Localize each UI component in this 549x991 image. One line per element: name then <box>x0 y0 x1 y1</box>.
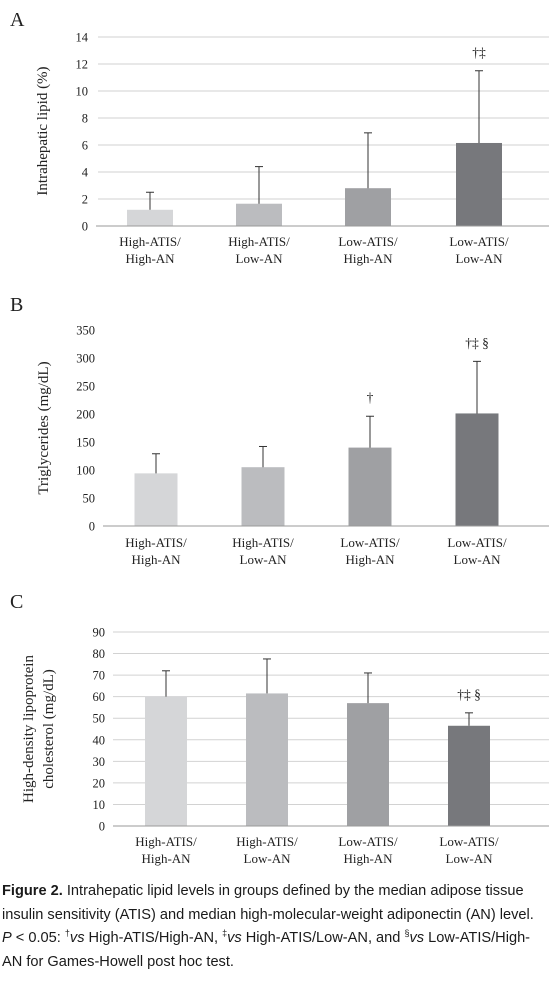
panel-c-x-tick-label: High-ATIS/ <box>135 834 197 849</box>
panel-b-x-tick-label: High-AN <box>345 552 395 567</box>
caption-lead: Figure 2. <box>2 883 63 899</box>
panel-a-y-tick-label: 8 <box>82 112 88 126</box>
panel-a-x-tick-label: High-ATIS/ <box>228 234 290 249</box>
panel-c-x-tick-label: High-AN <box>343 851 393 866</box>
panel-c-bar <box>347 703 389 826</box>
panel-b-x-tick-label: High-ATIS/ <box>232 535 294 550</box>
panel-b-bar <box>455 413 499 526</box>
panel-b-y-tick-label: 100 <box>76 464 95 478</box>
panel-b-y-tick-label: 250 <box>76 380 95 394</box>
caption-text: Intrahepatic lipid levels in groups defi… <box>2 883 534 923</box>
panel-b-x-tick-label: Low-ATIS/ <box>447 535 507 550</box>
panel-c-bar <box>246 693 288 826</box>
caption-section: § <box>404 928 410 939</box>
panel-b-significance-mark: †‡ § <box>465 335 489 350</box>
caption-p-label: P <box>2 930 12 946</box>
panel-c-x-tick-label: High-ATIS/ <box>236 834 298 849</box>
panel-c-y-axis-title: High-density lipoprotein <box>21 655 37 803</box>
panel-c-x-tick-label: High-AN <box>141 851 191 866</box>
panel-a-x-tick-label: Low-ATIS/ <box>449 234 509 249</box>
panel-a-y-tick-label: 4 <box>82 166 89 180</box>
caption-text: < 0.05: <box>11 930 65 946</box>
panel-b-y-tick-label: 0 <box>89 520 95 534</box>
panel-a-x-tick-label: High-ATIS/ <box>119 234 181 249</box>
caption-dagger: † <box>64 928 70 939</box>
panel-c-y-tick-label: 80 <box>93 647 106 661</box>
panel-a-x-tick-label: High-AN <box>343 251 393 266</box>
panel-c-bar <box>448 725 490 826</box>
panel-c-y-axis-title: cholesterol (mg/dL) <box>41 669 57 789</box>
caption-double-dagger: ‡ <box>222 928 228 939</box>
panel-b-significance-mark: † <box>367 390 374 405</box>
panel-b-x-tick-label: Low-ATIS/ <box>340 535 400 550</box>
panel-c-x-tick-label: Low-AN <box>244 851 292 866</box>
panel-b-bar <box>348 447 392 526</box>
panel-a-x-tick-label: High-AN <box>125 251 175 266</box>
caption-vs: vs <box>227 930 242 946</box>
figure: A 0 2 4 6 8 10 12 14 †‡ High-ATIS/High-AN High-ATIS… <box>10 9 549 866</box>
panel-b-y-tick-label: 50 <box>83 492 96 506</box>
panel-b-y-tick-label: 150 <box>76 436 95 450</box>
panel-c-y-tick-label: 40 <box>93 733 106 747</box>
panel-c-y-tick-label: 50 <box>93 712 106 726</box>
panel-c-y-tick-label: 70 <box>93 669 106 683</box>
panel-b-bar <box>134 473 178 526</box>
panel-a-significance-mark: †‡ <box>472 45 486 60</box>
panel-c-bar <box>145 696 187 826</box>
panel-b-label: B <box>10 294 23 316</box>
caption-vs: vs <box>69 930 85 946</box>
panel-a-y-tick-label: 12 <box>76 58 89 72</box>
caption-text: High-ATIS/Low-AN, and <box>241 930 405 946</box>
panel-b-x-tick-label: Low-AN <box>454 552 502 567</box>
panel-a-label: A <box>10 9 25 31</box>
panel-a-y-axis-title: Intrahepatic lipid (%) <box>35 66 51 195</box>
panel-a-x-tick-label: Low-AN <box>236 251 284 266</box>
panel-a-bar <box>236 203 282 226</box>
panel-c-y-tick-label: 10 <box>93 798 106 812</box>
panel-b-y-axis-title: Triglycerides (mg/dL) <box>36 361 52 494</box>
panel-b-y-tick-label: 200 <box>76 408 95 422</box>
panel-b-x-tick-label: Low-AN <box>240 552 288 567</box>
panel-c-y-tick-label: 90 <box>93 626 106 640</box>
panel-a-bar <box>127 209 173 226</box>
panel-c-x-tick-label: Low-AN <box>446 851 494 866</box>
panel-c-x-tick-label: Low-ATIS/ <box>338 834 398 849</box>
panel-c-label: C <box>10 591 23 613</box>
panel-a-y-tick-label: 10 <box>76 85 89 99</box>
panel-a-bar <box>345 188 391 226</box>
panel-a-x-tick-label: Low-ATIS/ <box>338 234 398 249</box>
panel-a-y-tick-label: 14 <box>76 31 89 45</box>
caption-text: High-ATIS/High-AN, <box>84 930 223 946</box>
caption-text: Low-ATIS/High-AN for Games-Howell post h… <box>2 930 531 970</box>
panel-a-y-tick-label: 0 <box>82 220 88 234</box>
panel-b-y-tick-label: 350 <box>76 324 95 338</box>
panel-c-y-tick-label: 0 <box>99 820 105 834</box>
panel-b-bar <box>241 467 285 526</box>
panel-c-y-tick-label: 30 <box>93 755 106 769</box>
panel-b-y-tick-label: 300 <box>76 352 95 366</box>
caption-vs: vs <box>409 930 425 946</box>
panel-c-y-tick-label: 60 <box>93 690 106 704</box>
panel-a-y-tick-label: 2 <box>82 193 88 207</box>
figure-caption: Figure 2. Intrahepatic lipid levels in g… <box>2 880 547 974</box>
panel-a-bar <box>456 142 502 226</box>
panel-a-y-tick-label: 6 <box>82 139 88 153</box>
panel-c-y-tick-label: 20 <box>93 776 106 790</box>
panel-b-x-tick-label: High-ATIS/ <box>125 535 187 550</box>
panel-c-x-tick-label: Low-ATIS/ <box>439 834 499 849</box>
panel-b-x-tick-label: High-AN <box>131 552 181 567</box>
panel-a-x-tick-label: Low-AN <box>456 251 504 266</box>
panel-c-significance-mark: †‡ § <box>457 687 481 702</box>
